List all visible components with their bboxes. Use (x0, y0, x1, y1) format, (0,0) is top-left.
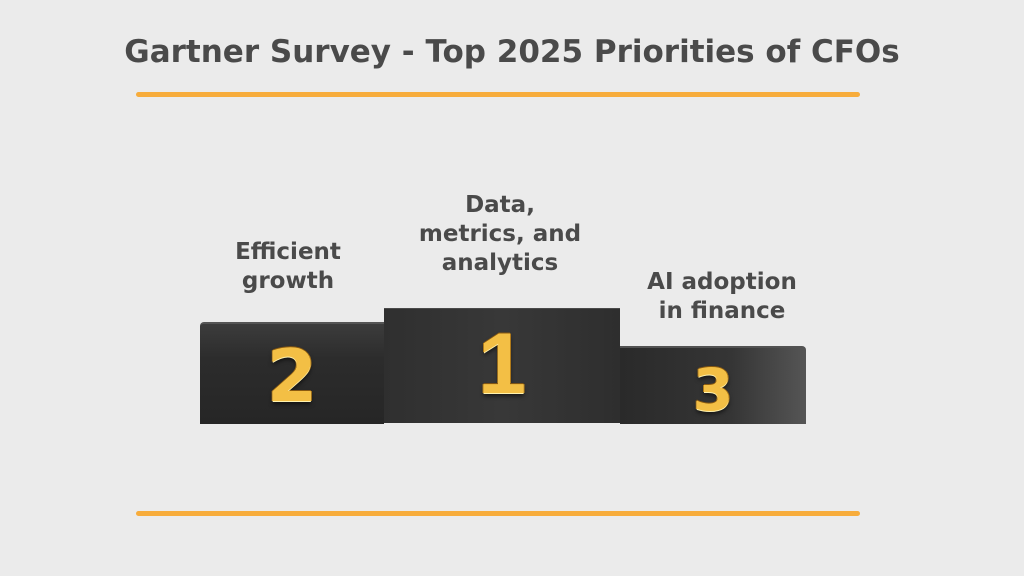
rank-3-numeral: 3 (692, 356, 734, 424)
podium-first-label-line2: metrics, and (418, 221, 582, 247)
podium-second-label: Efficient growth (208, 238, 368, 296)
podium-third-block: 3 (620, 346, 806, 424)
podium-first-label-line3: analytics (441, 250, 559, 276)
podium-second-block: 2 (200, 322, 384, 424)
podium-first-label-line1: Data, (465, 192, 535, 218)
podium-third-label: AI adoption in finance (622, 268, 822, 326)
top-divider (136, 92, 860, 97)
page-title: Gartner Survey - Top 2025 Priorities of … (124, 34, 900, 70)
rank-1-numeral: 1 (478, 316, 526, 412)
podium-third-label-line1: AI adoption (647, 269, 797, 295)
podium-second-label-line1: Efficient (235, 239, 341, 265)
podium-first-label: Data, metrics, and analytics (400, 191, 600, 278)
podium-second-label-line2: growth (241, 268, 335, 294)
bottom-divider (136, 511, 860, 516)
podium-third-label-line2: in finance (658, 298, 786, 324)
rank-2-numeral: 2 (266, 334, 318, 418)
podium-first-block: 1 (384, 308, 620, 423)
